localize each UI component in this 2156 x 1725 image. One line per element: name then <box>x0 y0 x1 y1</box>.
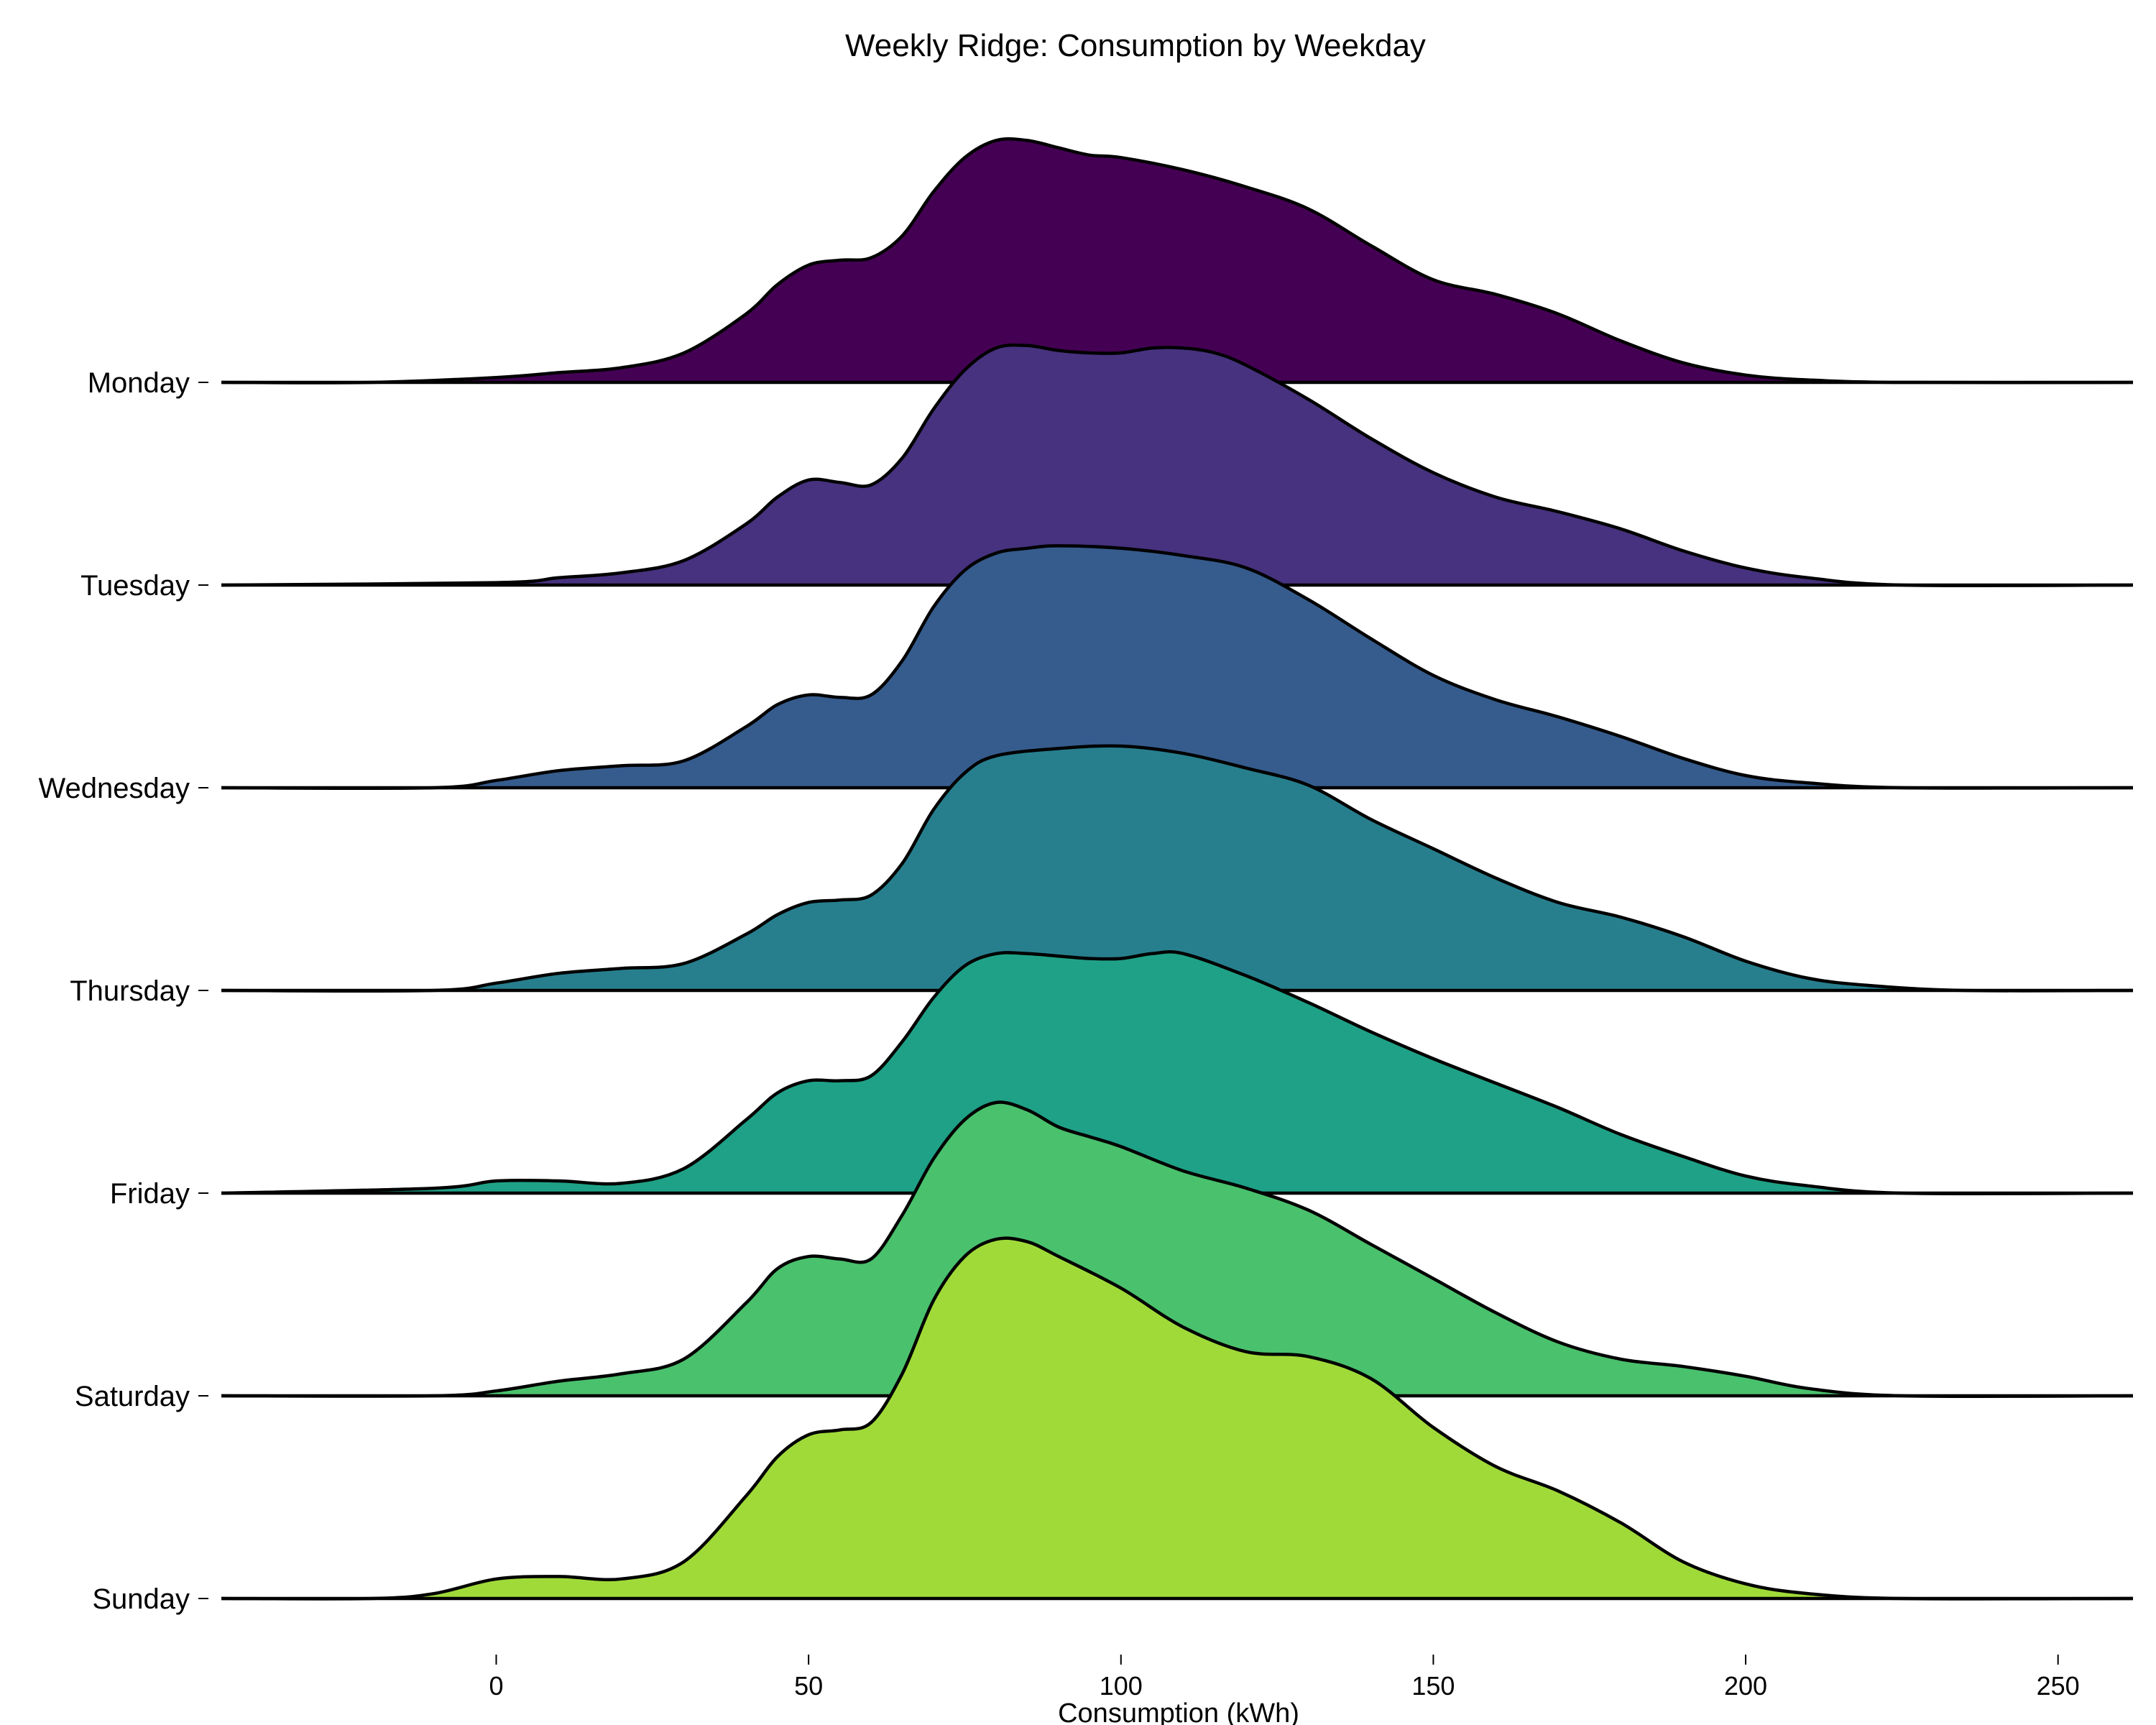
weekday-label-monday: Monday <box>88 367 190 399</box>
ridge-fill-saturday <box>221 1102 2133 1397</box>
x-tick-label-200: 200 <box>1724 1671 1767 1701</box>
ridge-outline-friday <box>221 950 2134 1196</box>
weekday-labels: Monday Tuesday Wednesday Thursday Friday Satu… <box>38 367 208 1615</box>
ridge-outline-saturday <box>221 1100 2134 1399</box>
ridge-outline-wednesday <box>221 544 2134 791</box>
ridge-fill-monday <box>221 139 2133 383</box>
x-tick-label-250: 250 <box>2037 1671 2080 1701</box>
ridges-group <box>221 137 2134 1601</box>
x-tick-label-150: 150 <box>1411 1671 1455 1701</box>
ridge-sunday <box>221 1236 2134 1601</box>
weekday-label-sunday: Sunday <box>92 1583 190 1615</box>
ridge-outline-tuesday <box>221 343 2134 588</box>
ridge-outline-monday <box>221 137 2134 385</box>
ridge-outline-thursday <box>221 744 2134 993</box>
weekday-label-wednesday: Wednesday <box>38 773 190 804</box>
weekday-label-thursday: Thursday <box>70 975 190 1007</box>
x-tick-label-0: 0 <box>489 1671 503 1701</box>
ridge-fill-thursday <box>221 745 2133 991</box>
x-axis-label: Consumption (kWh) <box>1058 1698 1299 1725</box>
x-tick-label-50: 50 <box>794 1671 823 1701</box>
weekday-label-saturday: Saturday <box>75 1381 190 1412</box>
x-axis: 0 50 100 150 200 250 <box>489 1655 2080 1701</box>
ridge-outline-sunday <box>221 1236 2134 1601</box>
ridge-fill-wednesday <box>221 546 2133 788</box>
ridge-fill-sunday <box>221 1238 2133 1599</box>
x-tick-label-100: 100 <box>1100 1671 1143 1701</box>
weekday-label-tuesday: Tuesday <box>80 570 190 602</box>
ridge-fill-friday <box>221 952 2133 1194</box>
chart-title: Weekly Ridge: Consumption by Weekday <box>845 28 1426 63</box>
weekday-label-friday: Friday <box>110 1178 190 1210</box>
ridge-fill-tuesday <box>221 345 2133 586</box>
